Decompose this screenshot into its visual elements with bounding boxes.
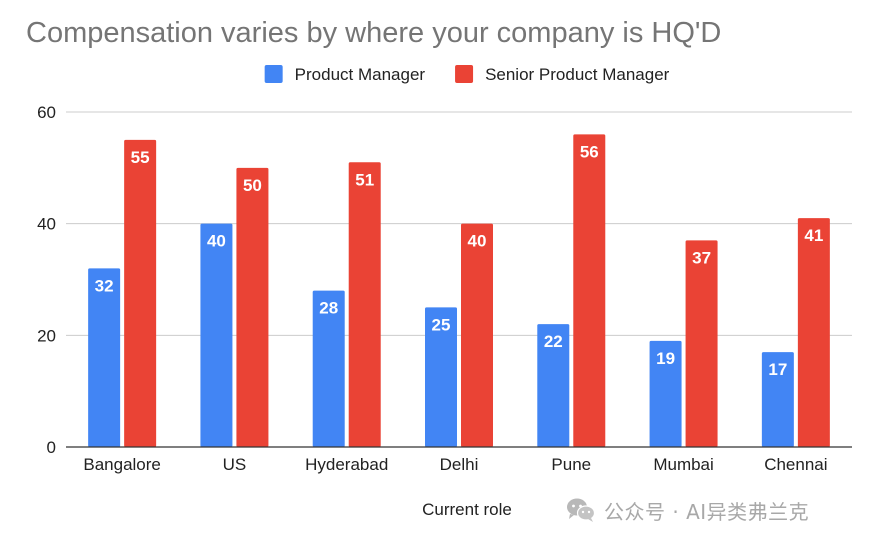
legend-swatch-1 [455, 65, 474, 83]
bar-0-4 [537, 324, 570, 447]
legend-label-1: Senior Product Manager [485, 65, 670, 84]
data-label-0-2: 28 [319, 299, 338, 318]
bar-0-6 [761, 352, 794, 447]
bar-1-5 [685, 240, 718, 447]
y-tick-label-0: 0 [47, 438, 56, 457]
data-label-0-6: 17 [768, 360, 787, 379]
x-axis-label: Current role [422, 500, 512, 519]
bar-1-2 [348, 162, 381, 447]
data-label-0-4: 22 [544, 332, 563, 351]
data-label-1-2: 51 [355, 170, 374, 189]
data-label-1-6: 41 [804, 226, 823, 245]
bar-0-5 [649, 340, 682, 447]
bar-1-3 [461, 223, 493, 447]
wechat-icon [567, 498, 596, 522]
y-tick-label-2: 40 [37, 215, 56, 234]
data-label-0-5: 19 [656, 349, 675, 368]
bar-1-4 [573, 134, 606, 448]
data-label-1-5: 37 [692, 248, 711, 267]
data-label-0-1: 40 [207, 232, 226, 251]
x-tick-label-2: Hyderabad [305, 455, 388, 474]
x-tick-label-0: Bangalore [83, 455, 161, 474]
bar-0-2 [312, 290, 345, 447]
data-label-1-3: 40 [468, 232, 487, 251]
y-tick-label-1: 20 [37, 326, 56, 345]
bar-0-3 [425, 307, 457, 447]
data-label-0-0: 32 [95, 276, 114, 295]
x-tick-label-5: Mumbai [653, 455, 713, 474]
watermark-text: 公众号 · AI异类弗兰克 [604, 499, 810, 524]
watermark: 公众号 · AI异类弗兰克 [566, 496, 809, 524]
x-tick-label-3: Delhi [440, 455, 479, 474]
data-label-1-4: 56 [580, 142, 599, 161]
data-label-1-0: 55 [131, 148, 150, 167]
bar-1-6 [797, 218, 830, 447]
bar-0-0 [88, 268, 121, 447]
legend-label-0: Product Manager [295, 65, 426, 84]
x-tick-label-6: Chennai [764, 455, 827, 474]
legend-swatch-0 [264, 65, 283, 83]
chart-title: Compensation varies by where your compan… [26, 17, 721, 49]
y-tick-label-3: 60 [37, 103, 56, 122]
bar-1-1 [236, 167, 269, 448]
data-label-0-3: 25 [432, 315, 451, 334]
bar-1-0 [124, 139, 157, 447]
x-tick-label-4: Pune [551, 455, 591, 474]
bar-0-1 [200, 223, 233, 447]
x-tick-label-1: US [223, 455, 247, 474]
data-label-1-1: 50 [243, 176, 262, 195]
